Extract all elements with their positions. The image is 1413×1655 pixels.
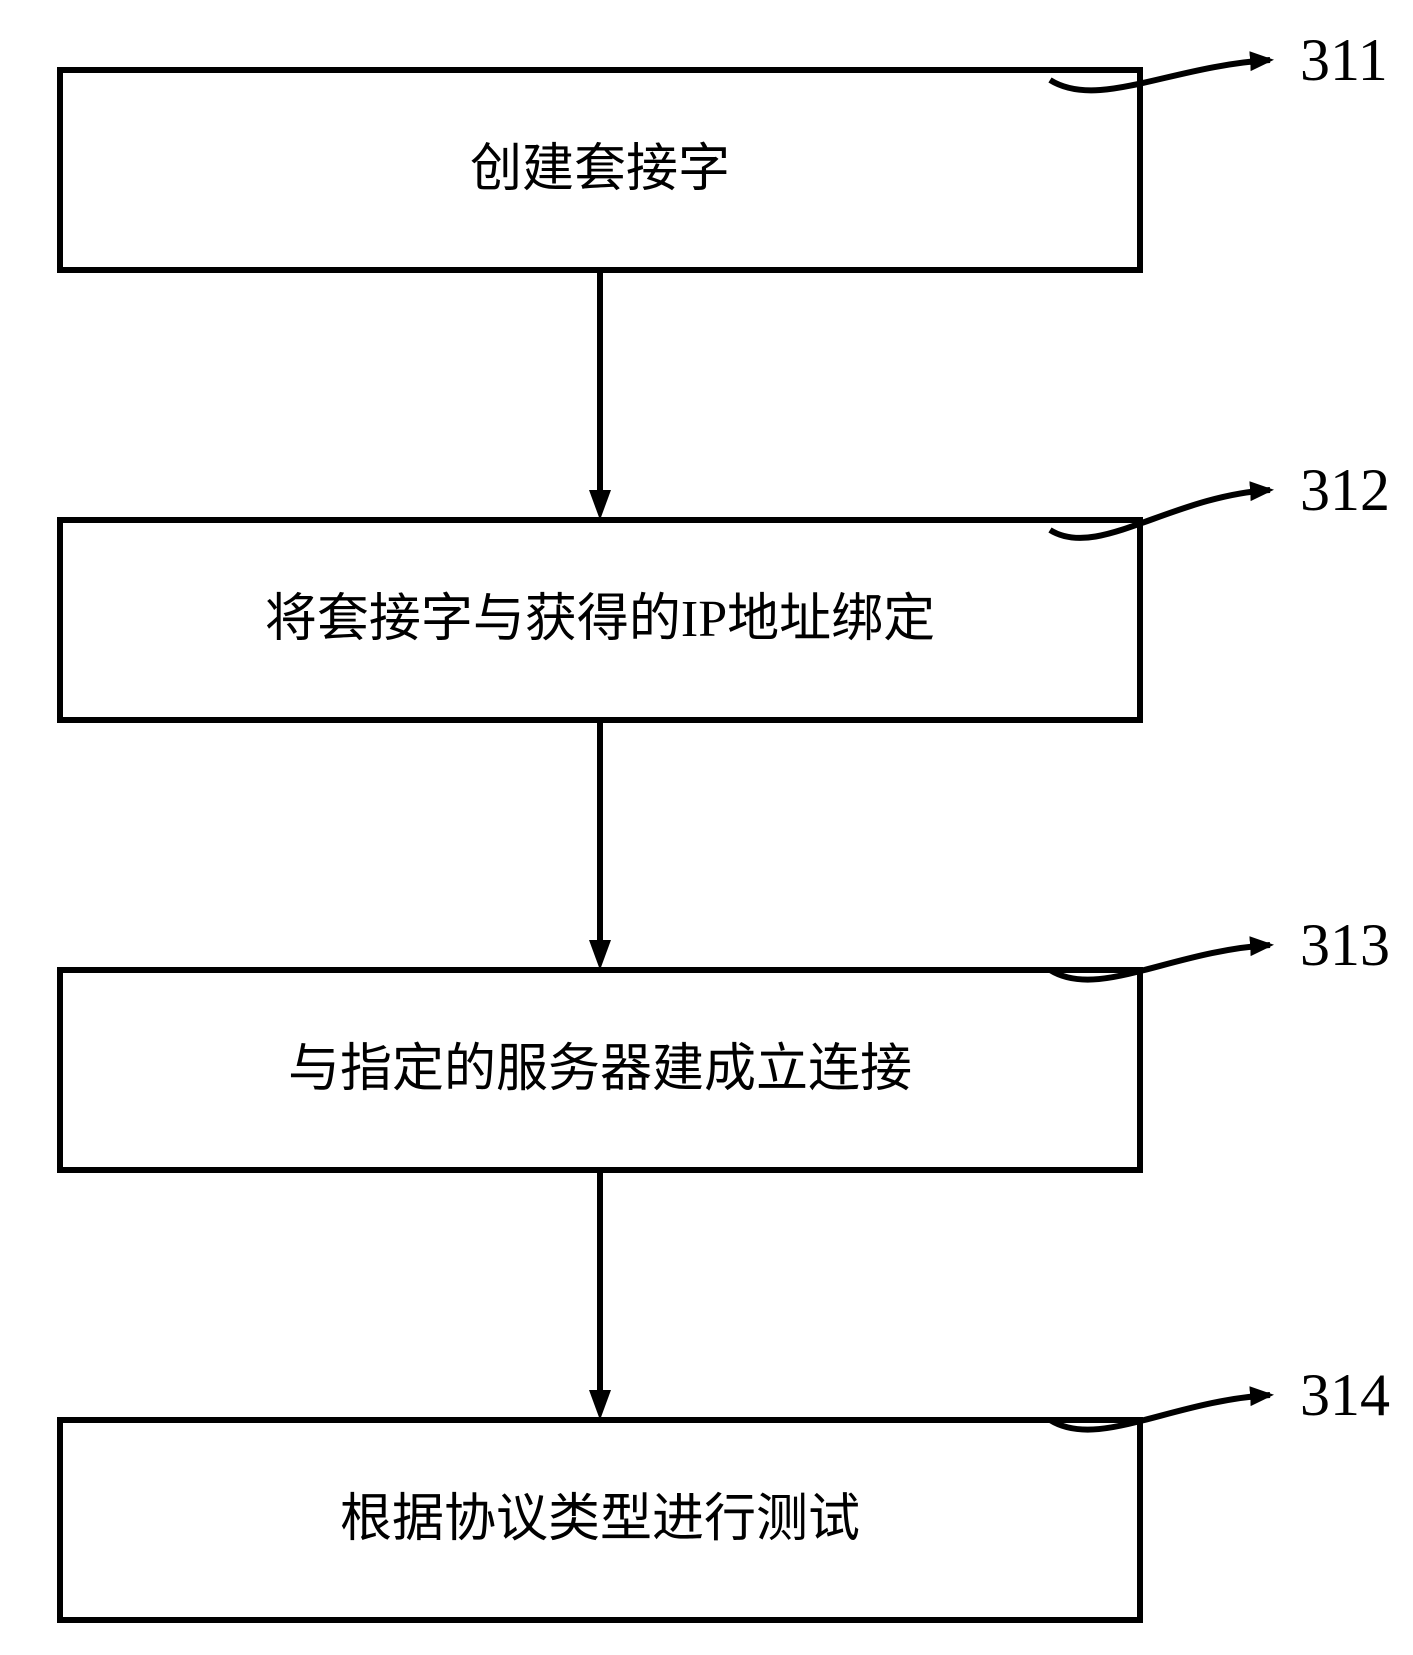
flow-node-label-1: 创建套接字 [470, 141, 730, 198]
ref-arrow-4 [1050, 1395, 1270, 1430]
ref-label-1: 311 [1300, 27, 1388, 93]
ref-label-2: 312 [1300, 457, 1390, 523]
flow-edge-arrowhead-3 [589, 1390, 611, 1420]
flow-edge-arrowhead-2 [589, 940, 611, 970]
flow-edge-arrowhead-1 [589, 490, 611, 520]
ref-arrow-3 [1050, 945, 1270, 980]
flow-node-label-2: 将套接字与获得的IP地址绑定 [265, 591, 935, 648]
ref-label-3: 313 [1300, 912, 1390, 978]
ref-arrow-1 [1050, 60, 1270, 90]
ref-arrow-2 [1050, 490, 1270, 538]
flow-node-label-4: 根据协议类型进行测试 [340, 1491, 860, 1548]
flowchart-canvas: 创建套接字将套接字与获得的IP地址绑定与指定的服务器建成立连接根据协议类型进行测… [0, 0, 1413, 1655]
ref-label-4: 314 [1300, 1362, 1390, 1428]
flow-node-label-3: 与指定的服务器建成立连接 [288, 1041, 912, 1098]
